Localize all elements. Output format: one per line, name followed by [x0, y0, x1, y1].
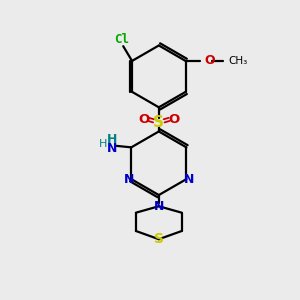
Text: S: S: [153, 115, 164, 130]
Text: H: H: [98, 140, 107, 149]
Text: N: N: [154, 200, 164, 213]
Text: O: O: [138, 112, 149, 126]
Text: CH₃: CH₃: [228, 56, 248, 66]
Text: O: O: [169, 112, 180, 126]
Text: O: O: [205, 54, 215, 68]
Text: N: N: [184, 172, 194, 186]
Text: S: S: [154, 232, 164, 246]
Text: Cl: Cl: [114, 33, 129, 46]
Text: N: N: [124, 172, 134, 186]
Text: N: N: [106, 142, 117, 155]
Text: H: H: [106, 133, 117, 146]
